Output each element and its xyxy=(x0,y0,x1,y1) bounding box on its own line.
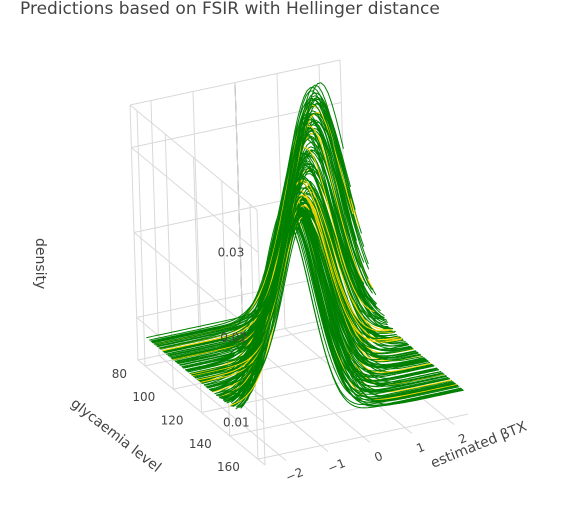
z-tick-label: 0.03 xyxy=(218,246,245,260)
x-gridline xyxy=(192,91,202,347)
density-curve xyxy=(158,119,360,349)
x-gridline xyxy=(234,82,244,338)
chart-title: Predictions based on FSIR with Hellinger… xyxy=(20,0,440,19)
z-tick-label: 0.01 xyxy=(223,416,250,430)
curves-layer xyxy=(146,82,464,410)
x-tick-label: 0 xyxy=(372,449,384,465)
x-gridline xyxy=(150,100,160,356)
z-axis-title: density xyxy=(32,238,48,289)
y-axis-title: glycaemia level xyxy=(68,396,164,476)
x-tick-label: −1 xyxy=(326,456,348,476)
density-curve xyxy=(189,168,392,374)
density-curve xyxy=(216,214,419,396)
density-curve xyxy=(160,115,362,350)
density-curve xyxy=(149,87,348,341)
y-gridline xyxy=(257,413,469,460)
y-tick-label: 80 xyxy=(112,367,127,381)
density-curve xyxy=(146,82,344,339)
x-tick-label: 1 xyxy=(414,440,426,456)
x-axis-title: estimated βTX xyxy=(429,419,530,472)
density-curve xyxy=(197,186,400,381)
density-curve xyxy=(205,199,408,388)
y-tick-label: 120 xyxy=(161,414,184,428)
z-tick-label: 0.02 xyxy=(220,331,247,345)
y-tick-label: 160 xyxy=(217,460,240,474)
y-gridline xyxy=(193,157,202,413)
y-gridline xyxy=(201,367,412,413)
y-tick-label: 100 xyxy=(132,390,155,404)
x-tick-label: −2 xyxy=(284,465,306,485)
y-tick-label: 140 xyxy=(189,437,212,451)
y-gridline xyxy=(136,110,146,366)
density-curve xyxy=(179,149,381,366)
